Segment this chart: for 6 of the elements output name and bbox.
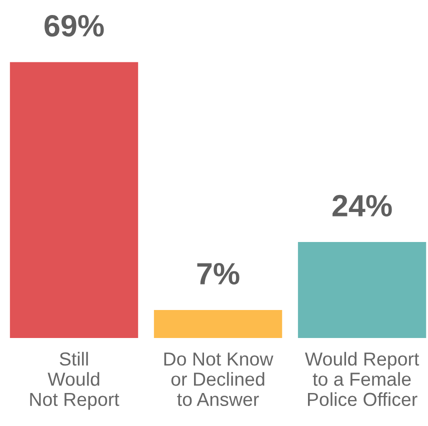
x-tick-label: Would Report to a Female Police Officer — [304, 352, 420, 406]
data-label: 69% — [44, 14, 104, 37]
data-label: 24% — [332, 194, 392, 216]
data-label: 7% — [197, 262, 240, 284]
x-tick-label: Still Would Not Report — [30, 352, 120, 410]
x-tick-label: Do Not Know or Declined to Answer — [164, 352, 274, 406]
